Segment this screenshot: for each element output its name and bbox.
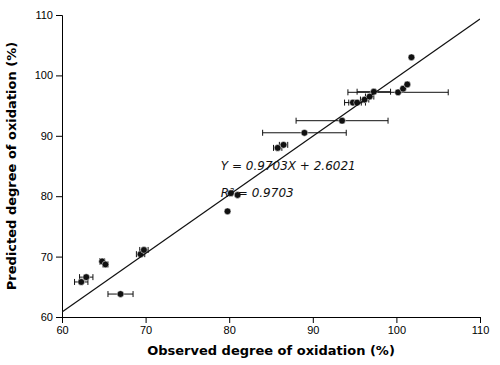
error-bar-cap [74, 279, 75, 285]
point [224, 208, 231, 215]
error-bars [75, 89, 449, 297]
error-bar [296, 118, 388, 124]
error-bar-cap [107, 291, 108, 297]
x-tick-label: 90 [307, 324, 319, 336]
y-tick: 100 [35, 69, 62, 81]
x-tick: 110 [472, 317, 490, 336]
error-bar-cap [92, 274, 93, 280]
y-tick: 80 [41, 190, 62, 202]
error-bar-cap [388, 118, 389, 124]
x-tick-mark [396, 317, 397, 323]
y-tick-mark [56, 196, 62, 197]
y-axis-line [56, 16, 63, 318]
point [339, 117, 346, 124]
point [117, 291, 124, 298]
y-tick-label: 70 [41, 251, 53, 263]
point [301, 129, 308, 136]
point [404, 81, 411, 88]
y-tick: 70 [41, 251, 62, 263]
error-bar [279, 142, 287, 148]
x-axis-title: Observed degree of oxidation (%) [147, 343, 395, 358]
y-axis: 60 70 80 90 100 110 [35, 9, 63, 323]
regression-line [62, 19, 480, 312]
error-bar-cap [347, 89, 348, 95]
error-bar-cap [273, 145, 274, 151]
y-axis-title: Predicted degree of oxidation (%) [4, 42, 19, 290]
y-tick: 110 [35, 9, 62, 21]
x-tick-label: 100 [388, 324, 406, 336]
x-tick-mark [229, 317, 230, 323]
error-bar-cap [357, 89, 358, 95]
y-tick-mark [56, 15, 62, 16]
x-tick: 60 [56, 317, 68, 336]
error-bar-cap [344, 100, 345, 106]
error-bar-cap [346, 130, 347, 136]
x-tick-mark [480, 317, 481, 323]
error-bar [348, 89, 448, 95]
error-bar [108, 291, 133, 297]
x-tick-label: 80 [224, 324, 236, 336]
point [280, 141, 287, 148]
x-axis: 60 70 80 90 100 110 [56, 317, 489, 336]
marks [62, 19, 480, 312]
chart: 60 70 80 90 100 110 60 70 80 90 100 110 Y = 0.9703X … [0, 0, 500, 365]
error-bar [103, 261, 108, 267]
y-tick: 60 [41, 311, 62, 323]
annotation: Y = 0.9703X + 2.6021 [221, 159, 356, 173]
x-tick-mark [313, 317, 314, 323]
x-tick: 90 [307, 317, 319, 336]
point [102, 261, 109, 268]
plot: 60 70 80 90 100 110 60 70 80 90 100 110 Y = 0.9703X … [35, 9, 490, 336]
point [408, 54, 415, 61]
y-tick: 90 [41, 130, 62, 142]
point [83, 274, 90, 281]
x-tick: 80 [224, 317, 236, 336]
points [78, 54, 415, 298]
y-tick-label: 60 [41, 311, 53, 323]
error-bar-cap [348, 100, 349, 106]
x-tick: 70 [140, 317, 152, 336]
error-bar-cap [133, 291, 134, 297]
y-tick-mark [56, 257, 62, 258]
error-bar-cap [262, 130, 263, 136]
error-bar-cap [448, 89, 449, 95]
y-tick-label: 90 [41, 130, 53, 142]
error-bar-cap [136, 251, 137, 257]
y-tick-mark [56, 317, 62, 318]
x-axis-line [63, 318, 481, 324]
y-tick-label: 100 [35, 69, 53, 81]
annotation: R² = 0.9703 [221, 186, 294, 200]
y-tick-label: 80 [41, 190, 53, 202]
y-tick-mark [56, 75, 62, 76]
x-tick-label: 60 [56, 324, 68, 336]
y-tick-mark [56, 136, 62, 137]
error-bar-cap [287, 142, 288, 148]
x-tick-label: 70 [140, 324, 152, 336]
x-tick-mark [146, 317, 147, 323]
x-tick-label: 110 [472, 324, 490, 336]
error-bar [263, 130, 347, 136]
y-tick-label: 110 [35, 9, 53, 21]
x-tick: 100 [388, 317, 406, 336]
error-bar-cap [390, 89, 391, 95]
error-bar-cap [296, 118, 297, 124]
annotations: Y = 0.9703X + 2.6021 R² = 0.9703 [221, 159, 356, 200]
